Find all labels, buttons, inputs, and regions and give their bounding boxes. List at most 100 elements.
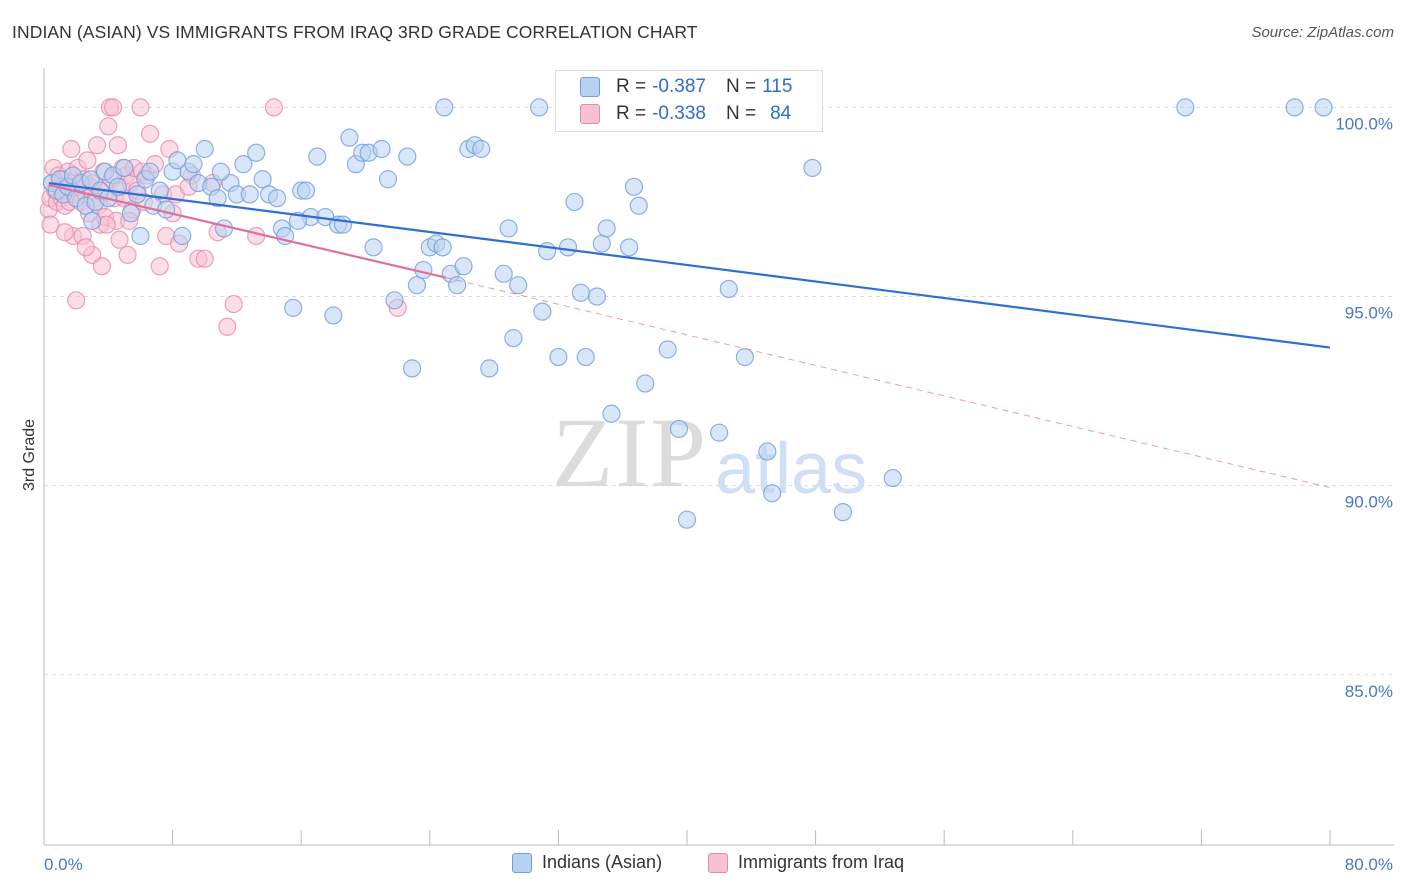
legend-r-value-indians: -0.387 [652, 76, 706, 97]
legend-r-value-iraq: -0.338 [652, 103, 706, 124]
y-axis-title: 3rd Grade [21, 419, 38, 491]
point-indians [803, 158, 822, 178]
point-indians [758, 442, 777, 461]
point-indians [121, 204, 140, 223]
point-indians [499, 219, 518, 238]
point-indians [504, 329, 523, 348]
tick-labels: 85.0% 90.0% 95.0% 100.0% 0.0% 80.0% 3rd Grade [21, 114, 1393, 874]
point-iraq [41, 215, 60, 234]
point-indians [763, 484, 782, 503]
point-iraq [150, 257, 169, 276]
point-iraq [247, 226, 266, 246]
point-indians [234, 155, 253, 174]
point-indians [624, 177, 644, 196]
point-indians [115, 158, 134, 178]
legend-row-indians: R = -0.387 N = 115 [580, 74, 792, 100]
chart-title: INDIAN (ASIAN) VS IMMIGRANTS FROM IRAQ 3… [12, 22, 698, 42]
point-indians [184, 155, 203, 174]
point-indians [385, 291, 404, 310]
point-indians [558, 238, 578, 257]
point-indians [509, 276, 528, 295]
legend-swatch-iraq-bottom [708, 852, 728, 873]
point-iraq [224, 294, 243, 314]
point-indians [565, 192, 584, 212]
point-iraq [99, 117, 118, 136]
point-indians [592, 234, 611, 253]
point-indians [571, 283, 591, 302]
point-indians [308, 147, 327, 166]
point-indians [620, 238, 639, 257]
point-iraq [218, 317, 237, 336]
point-indians [267, 189, 287, 208]
point-indians [833, 503, 853, 522]
legend-item-iraq[interactable]: Immigrants from Iraq [708, 852, 904, 873]
point-indians [587, 287, 607, 306]
watermark-atlas: atlas [715, 429, 868, 509]
trend-line-iraq-extrapolated [445, 277, 1331, 489]
legend-swatch-indians [580, 77, 600, 97]
point-indians [150, 181, 169, 200]
trend-lines [48, 181, 1331, 489]
point-indians [472, 139, 491, 159]
point-indians [530, 98, 549, 117]
y-tick-label: 100.0% [1335, 114, 1393, 133]
point-iraq [87, 136, 107, 155]
point-indians [340, 128, 359, 147]
point-indians [83, 211, 102, 230]
legend-n-value-iraq: 84 [770, 103, 792, 124]
point-iraq [264, 98, 283, 117]
point-indians [378, 170, 398, 189]
point-indians [333, 215, 353, 234]
point-indians [597, 219, 616, 238]
legend-item-indians[interactable]: Indians (Asian) [512, 852, 662, 873]
point-iraq [108, 136, 128, 155]
point-iraq [76, 238, 95, 257]
legend-label-iraq: Immigrants from Iraq [738, 852, 905, 872]
point-indians [253, 170, 272, 189]
point-indians [208, 189, 227, 208]
point-indians [533, 302, 552, 321]
point-iraq [62, 139, 81, 159]
point-indians [372, 139, 391, 159]
trend-line-indians [48, 181, 1331, 349]
point-iraq [118, 245, 137, 265]
point-indians [454, 257, 473, 276]
chart-source: Source: ZipAtlas.com [1251, 24, 1394, 41]
point-indians [211, 162, 230, 181]
legend-r-label: R = [616, 76, 647, 97]
point-iraq [67, 291, 86, 310]
legend-r-label: R = [616, 103, 647, 124]
x-tick-label: 80.0% [1345, 855, 1393, 874]
point-indians [1176, 98, 1195, 117]
point-indians [480, 359, 499, 378]
legend-n-value-indians: 115 [762, 76, 793, 97]
point-indians [576, 347, 595, 367]
point-indians [494, 264, 513, 283]
correlation-legend: R = -0.387 N = 115 R = -0.338 N = 84 [555, 70, 823, 132]
point-indians [549, 347, 568, 367]
point-indians [658, 340, 677, 359]
point-iraq [131, 98, 150, 117]
point-indians [403, 359, 422, 378]
point-iraq [110, 230, 129, 249]
legend-n-label: N = [725, 76, 757, 97]
trend-line-iraq [48, 183, 447, 279]
point-iraq [140, 124, 160, 143]
point-indians [629, 196, 648, 215]
point-indians [1285, 98, 1304, 117]
axes [43, 68, 1394, 846]
point-indians [435, 98, 454, 117]
point-iraq [78, 151, 97, 170]
point-indians [883, 468, 902, 488]
point-iraq [92, 257, 111, 276]
point-indians [433, 238, 452, 257]
y-tick-label: 85.0% [1345, 682, 1393, 701]
point-indians [364, 238, 383, 257]
point-indians [214, 219, 234, 238]
point-iraq [55, 223, 74, 242]
point-indians [157, 200, 176, 219]
point-indians [407, 276, 427, 295]
point-indians [669, 419, 689, 439]
point-indians [131, 226, 150, 246]
